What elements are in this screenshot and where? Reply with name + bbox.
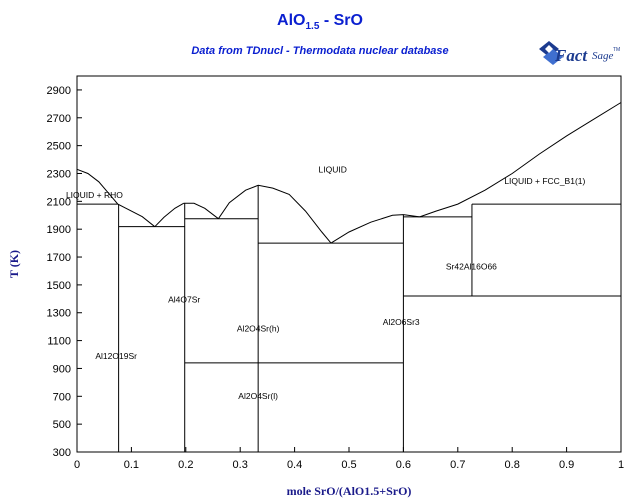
logo-word-sage: Sage xyxy=(592,50,614,62)
y-tick-label: 1100 xyxy=(47,336,71,348)
title-subscript: 1.5 xyxy=(305,21,320,33)
y-tick-label: 1500 xyxy=(47,280,71,292)
curve-liquidus-alumina xyxy=(76,168,156,228)
x-tick-label: 0.6 xyxy=(396,459,411,471)
x-tick-label: 0.1 xyxy=(124,459,139,471)
y-tick-label: 1700 xyxy=(47,252,71,264)
y-axis-label: T (K) xyxy=(7,250,21,278)
x-tick-label: 0.9 xyxy=(559,459,574,471)
phase-label: LIQUID xyxy=(319,164,347,174)
x-tick-label: 1 xyxy=(618,459,624,471)
plot-lines xyxy=(76,102,622,452)
phase-label: Al12O19Sr xyxy=(95,351,137,361)
x-axis: 0 0.1 0.2 0.3 0.4 0.5 0.6 0.7 0.8 0.9 1 xyxy=(74,447,624,471)
y-tick-label: 300 xyxy=(53,447,71,459)
annotations: LIQUID LIQUID + RHO LIQUID + FCC_B1(1) Sr42… xyxy=(66,164,586,401)
phase-label: Al2O4Sr(h) xyxy=(237,323,280,333)
y-tick-label: 700 xyxy=(53,391,71,403)
factsage-logo-mark xyxy=(539,41,563,65)
x-tick-label: 0.5 xyxy=(341,459,356,471)
curve-liquidus-al2o6sr3 xyxy=(330,214,420,244)
y-tick-label: 2300 xyxy=(47,168,71,180)
y-tick-label: 2100 xyxy=(47,196,71,208)
curve-liquidus-al4o7sr-left xyxy=(183,202,219,220)
x-tick-label: 0.3 xyxy=(233,459,248,471)
chart-title: AlO1.5 - SrO xyxy=(0,12,640,32)
logo-word-fact: Fact xyxy=(554,46,588,65)
y-tick-label: 2900 xyxy=(47,85,71,97)
phase-label: Al4O7Sr xyxy=(168,295,200,305)
curve-liquidus-al12o19sr xyxy=(154,202,184,228)
y-tick-label: 1900 xyxy=(47,224,71,236)
y-tick-label: 500 xyxy=(53,419,71,431)
phase-label: LIQUID + FCC_B1(1) xyxy=(504,176,585,186)
factsage-logo: Fact Sage TM xyxy=(539,41,620,65)
x-axis-label: mole SrO/(AlO1.5+SrO) xyxy=(287,484,412,498)
phase-label: LIQUID + RHO xyxy=(66,190,123,200)
x-tick-label: 0.2 xyxy=(178,459,193,471)
title-main: AlO xyxy=(277,12,306,29)
x-tick-label: 0.8 xyxy=(505,459,520,471)
y-axis: 300 500 700 900 1100 1300 1500 1700 1900 2100 2300… xyxy=(47,85,82,459)
title-rest: - SrO xyxy=(319,12,363,29)
x-tick-label: 0 xyxy=(74,459,80,471)
x-tick-label: 0.7 xyxy=(450,459,465,471)
y-tick-label: 900 xyxy=(53,363,71,375)
curve-liquidus-sro xyxy=(419,102,622,218)
phase-label: Al2O4Sr(l) xyxy=(238,391,278,401)
y-tick-label: 1300 xyxy=(47,308,71,320)
curve-liquidus-al4o7sr-right xyxy=(217,184,332,244)
phase-label: Al2O6Sr3 xyxy=(383,317,420,327)
plot-frame xyxy=(76,75,622,453)
chart-subtitle: Data from TDnucl - Thermodata nuclear da… xyxy=(191,45,449,57)
y-tick-label: 2700 xyxy=(47,113,71,125)
logo-trademark: TM xyxy=(613,47,620,53)
y-tick-label: 2500 xyxy=(47,141,71,153)
phase-label: Sr42Al16O66 xyxy=(446,261,497,271)
x-tick-label: 0.4 xyxy=(287,459,302,471)
